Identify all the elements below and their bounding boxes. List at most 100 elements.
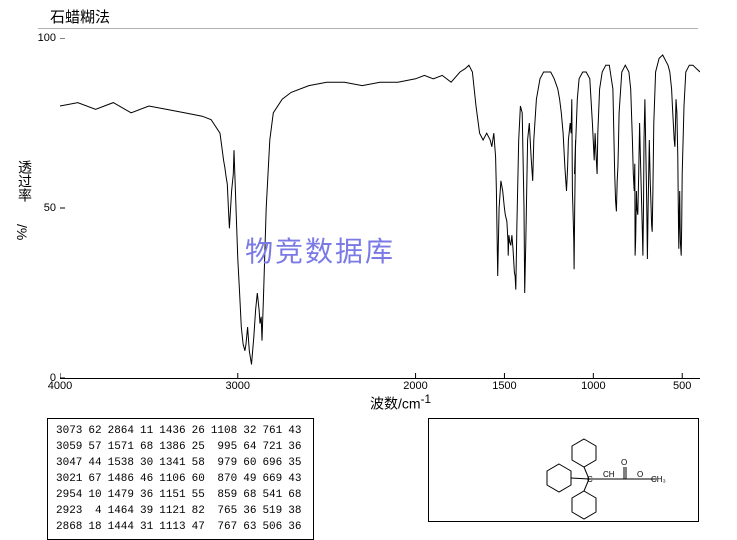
table-cell: 62	[88, 424, 105, 438]
y-axis-unit: /%	[14, 224, 30, 240]
table-row: 3059571571681386259956472136	[56, 440, 305, 454]
table-cell: 36	[288, 520, 305, 534]
structure-box: C CH O O CH₃	[428, 418, 699, 522]
table-cell: 2923	[56, 504, 86, 518]
table-cell: 11	[140, 424, 157, 438]
table-cell: 2864	[108, 424, 138, 438]
table-cell: 36	[243, 504, 260, 518]
table-cell: 1571	[108, 440, 138, 454]
x-tick-label: 500	[673, 380, 691, 392]
x-tick-label: 4000	[48, 380, 72, 392]
table-cell: 46	[140, 472, 157, 486]
svg-text:O: O	[637, 470, 643, 479]
x-tick-label: 1000	[581, 380, 605, 392]
table-row: 2868181444311113477676350636	[56, 520, 305, 534]
table-cell: 60	[192, 472, 209, 486]
page-title: 石蜡糊法	[50, 6, 110, 27]
table-cell: 1486	[108, 472, 138, 486]
table-cell: 36	[140, 488, 157, 502]
table-cell: 1151	[159, 488, 189, 502]
table-cell: 64	[243, 440, 260, 454]
spectrum-chart	[60, 38, 700, 379]
table-cell: 49	[243, 472, 260, 486]
x-axis-label: 波数/cm-1	[370, 393, 431, 414]
table-row: 3021671486461106608704966943	[56, 472, 305, 486]
table-cell: 2868	[56, 520, 86, 534]
table-cell: 63	[243, 520, 260, 534]
table-cell: 18	[88, 520, 105, 534]
table-cell: 82	[192, 504, 209, 518]
table-cell: 519	[262, 504, 286, 518]
svg-text:O: O	[621, 458, 627, 467]
table-cell: 68	[288, 488, 305, 502]
watermark: 物竞数据库	[245, 230, 395, 270]
table-cell: 1113	[159, 520, 189, 534]
table-cell: 4	[88, 504, 105, 518]
table-cell: 39	[140, 504, 157, 518]
table-cell: 721	[262, 440, 286, 454]
y-tick-label: 100	[34, 32, 56, 44]
table-cell: 55	[192, 488, 209, 502]
table-cell: 26	[192, 424, 209, 438]
spectrum-svg	[60, 38, 700, 378]
table-cell: 1479	[108, 488, 138, 502]
table-cell: 1464	[108, 504, 138, 518]
table-cell: 32	[243, 424, 260, 438]
table-cell: 43	[288, 424, 305, 438]
table-cell: 3073	[56, 424, 86, 438]
table-cell: 696	[262, 456, 286, 470]
table-cell: 3059	[56, 440, 86, 454]
table-cell: 1106	[159, 472, 189, 486]
table-cell: 1108	[211, 424, 241, 438]
table-cell: 35	[288, 456, 305, 470]
table-cell: 870	[211, 472, 241, 486]
table-cell: 767	[211, 520, 241, 534]
table-cell: 30	[140, 456, 157, 470]
table-cell: 506	[262, 520, 286, 534]
table-cell: 68	[140, 440, 157, 454]
x-tick-label: 2000	[403, 380, 427, 392]
svg-text:CH: CH	[603, 470, 615, 479]
table-cell: 761	[262, 424, 286, 438]
x-tick-label: 3000	[226, 380, 250, 392]
table-cell: 765	[211, 504, 241, 518]
table-cell: 1444	[108, 520, 138, 534]
table-cell: 44	[88, 456, 105, 470]
table-cell: 1341	[159, 456, 189, 470]
table-cell: 1538	[108, 456, 138, 470]
svg-text:CH₃: CH₃	[651, 475, 666, 484]
table-cell: 36	[288, 440, 305, 454]
table-cell: 979	[211, 456, 241, 470]
table-row: 3047441538301341589796069635	[56, 456, 305, 470]
table-cell: 47	[192, 520, 209, 534]
table-cell: 10	[88, 488, 105, 502]
peak-table: 3073622864111436261108327614330595715716…	[47, 418, 314, 540]
table-cell: 669	[262, 472, 286, 486]
table-cell: 995	[211, 440, 241, 454]
x-tick-label: 1500	[492, 380, 516, 392]
structure-svg: C CH O O CH₃	[429, 419, 698, 521]
table-cell: 1386	[159, 440, 189, 454]
y-tick-label: 50	[34, 202, 56, 214]
table-cell: 1121	[159, 504, 189, 518]
table-cell: 60	[243, 456, 260, 470]
table-cell: 3047	[56, 456, 86, 470]
table-row: 292341464391121827653651938	[56, 504, 305, 518]
table-row: 30736228641114362611083276143	[56, 424, 305, 438]
table-cell: 68	[243, 488, 260, 502]
y-axis-label: 透过率	[15, 160, 35, 202]
table-cell: 67	[88, 472, 105, 486]
table-cell: 38	[288, 504, 305, 518]
table-cell: 25	[192, 440, 209, 454]
svg-text:C: C	[587, 475, 593, 484]
table-row: 2954101479361151558596854168	[56, 488, 305, 502]
table-cell: 859	[211, 488, 241, 502]
table-cell: 31	[140, 520, 157, 534]
table-cell: 3021	[56, 472, 86, 486]
table-cell: 58	[192, 456, 209, 470]
table-cell: 43	[288, 472, 305, 486]
title-underline	[38, 28, 698, 29]
table-cell: 1436	[159, 424, 189, 438]
table-cell: 541	[262, 488, 286, 502]
table-cell: 2954	[56, 488, 86, 502]
